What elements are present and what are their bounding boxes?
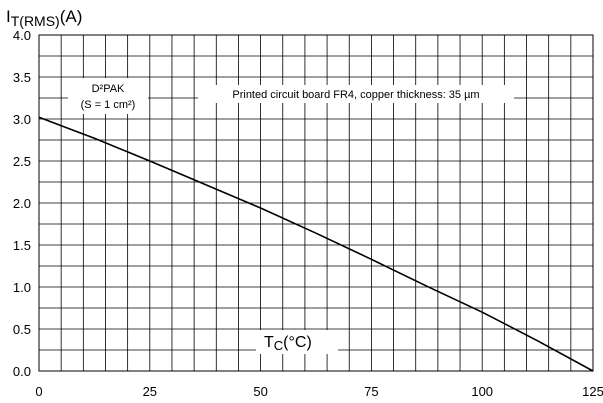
series-line: [38, 116, 594, 372]
x-tick-label: 125: [582, 384, 603, 399]
y-tick-label: 2.5: [13, 154, 31, 169]
y-tick-label: 1.0: [13, 280, 31, 295]
y-tick-label: 0.0: [13, 364, 31, 379]
y-axis-label-main: I: [6, 7, 11, 26]
x-tick-label: 100: [471, 384, 493, 399]
package-note-line1: D²PAK: [92, 83, 125, 95]
y-tick-label: 3.5: [13, 70, 31, 85]
y-axis-label: IT(RMS)(A): [6, 7, 82, 29]
y-tick-label: 0.5: [13, 322, 31, 337]
y-tick-label: 2.0: [13, 196, 31, 211]
y-tick-label: 4.0: [13, 28, 31, 43]
series-layer: [38, 116, 594, 372]
board-note: Printed circuit board FR4, copper thickn…: [232, 89, 479, 101]
y-tick-label: 3.0: [13, 112, 31, 127]
x-axis-label-sub: C: [274, 338, 283, 353]
x-axis-label: TC(°C): [264, 334, 312, 353]
y-axis-label-sub: T(RMS): [11, 13, 60, 29]
x-axis-label-bg: [256, 330, 338, 354]
x-tick-label: 50: [253, 384, 267, 399]
package-note-bg: [68, 78, 148, 114]
x-tick-label: 75: [364, 384, 378, 399]
package-note-line2: (S = 1 cm²): [81, 99, 136, 111]
y-tick-labels: 0.0 0.5 1.0 1.5 2.0 2.5 3.0 3.5 4.0: [13, 28, 31, 379]
x-tick-label: 0: [35, 384, 42, 399]
x-tick-label: 25: [143, 384, 157, 399]
y-tick-label: 1.5: [13, 238, 31, 253]
x-axis-label-main: T: [264, 334, 274, 351]
x-tick-labels: 0 25 50 75 100 125: [35, 384, 603, 399]
board-note-bg: [198, 85, 514, 103]
y-axis-label-unit: (A): [60, 7, 83, 26]
plot-frame: [38, 34, 594, 372]
x-axis-label-unit: (°C): [283, 334, 312, 351]
